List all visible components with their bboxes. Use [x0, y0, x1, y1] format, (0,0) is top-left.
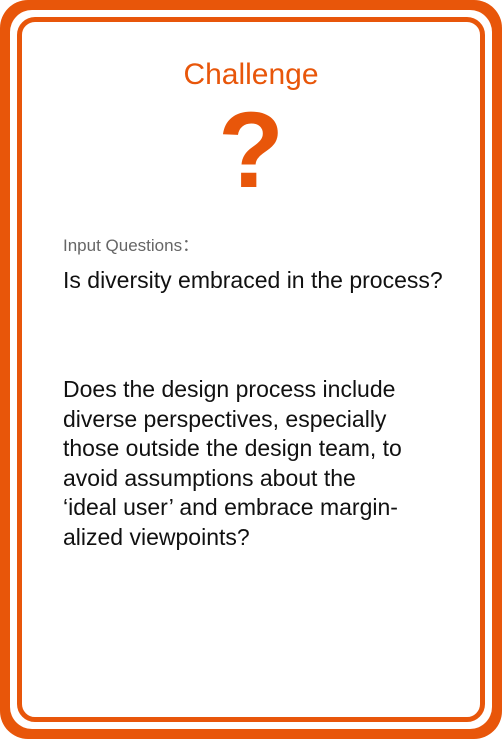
description-line: those outside the design team, to — [63, 435, 402, 461]
description-text: Does the design process include diverse … — [63, 375, 443, 552]
card-title: Challenge — [183, 58, 319, 91]
question-mark-icon: ? — [218, 89, 284, 210]
question-text: Is diversity embraced in the process? — [63, 267, 443, 293]
description-line: ‘ideal user’ and embrace margin- — [63, 494, 398, 520]
description-line: diverse perspectives, especially — [63, 405, 387, 432]
input-questions-label: Input Questions： — [63, 236, 200, 255]
card-inner-border — [17, 17, 485, 722]
description-line: avoid assumptions about the — [63, 464, 356, 491]
description-line: alized viewpoints? — [63, 523, 250, 550]
description-line: Does the design process include — [63, 376, 396, 402]
